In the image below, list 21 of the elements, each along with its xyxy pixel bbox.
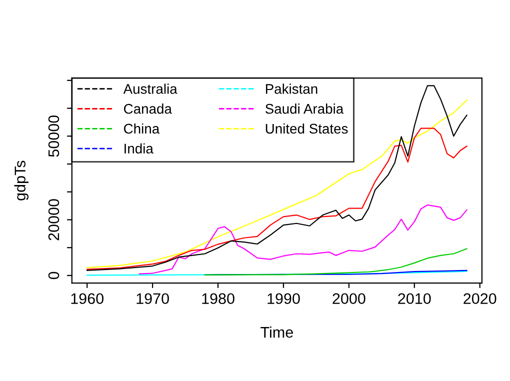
legend-label: Canada [124,104,172,114]
y-tick-label: 20000 [48,199,60,240]
line-series [138,204,468,274]
y-tick-label: 0 [48,272,60,280]
legend-label: Australia [123,84,178,94]
legend-label: Saudi Arabia [265,104,344,114]
legend-label: China [124,123,160,134]
legend-label: United States [266,123,348,134]
y-tick-label: 50000 [48,115,60,157]
x-tick-label: 1990 [268,293,300,304]
legend-label: India [124,143,154,154]
legend-label: Pakistan [266,84,318,94]
x-tick-label: 1970 [136,293,169,304]
x-axis-title: Time [260,326,293,338]
x-tick-label: 2020 [464,293,496,304]
x-tick-label: 2010 [398,293,431,304]
x-tick-label: 1980 [202,293,234,304]
line-series [204,248,468,276]
x-tick-label: 1960 [71,293,104,304]
y-axis-title: gdpTs [14,160,28,200]
x-tick-label: 2000 [332,293,366,304]
